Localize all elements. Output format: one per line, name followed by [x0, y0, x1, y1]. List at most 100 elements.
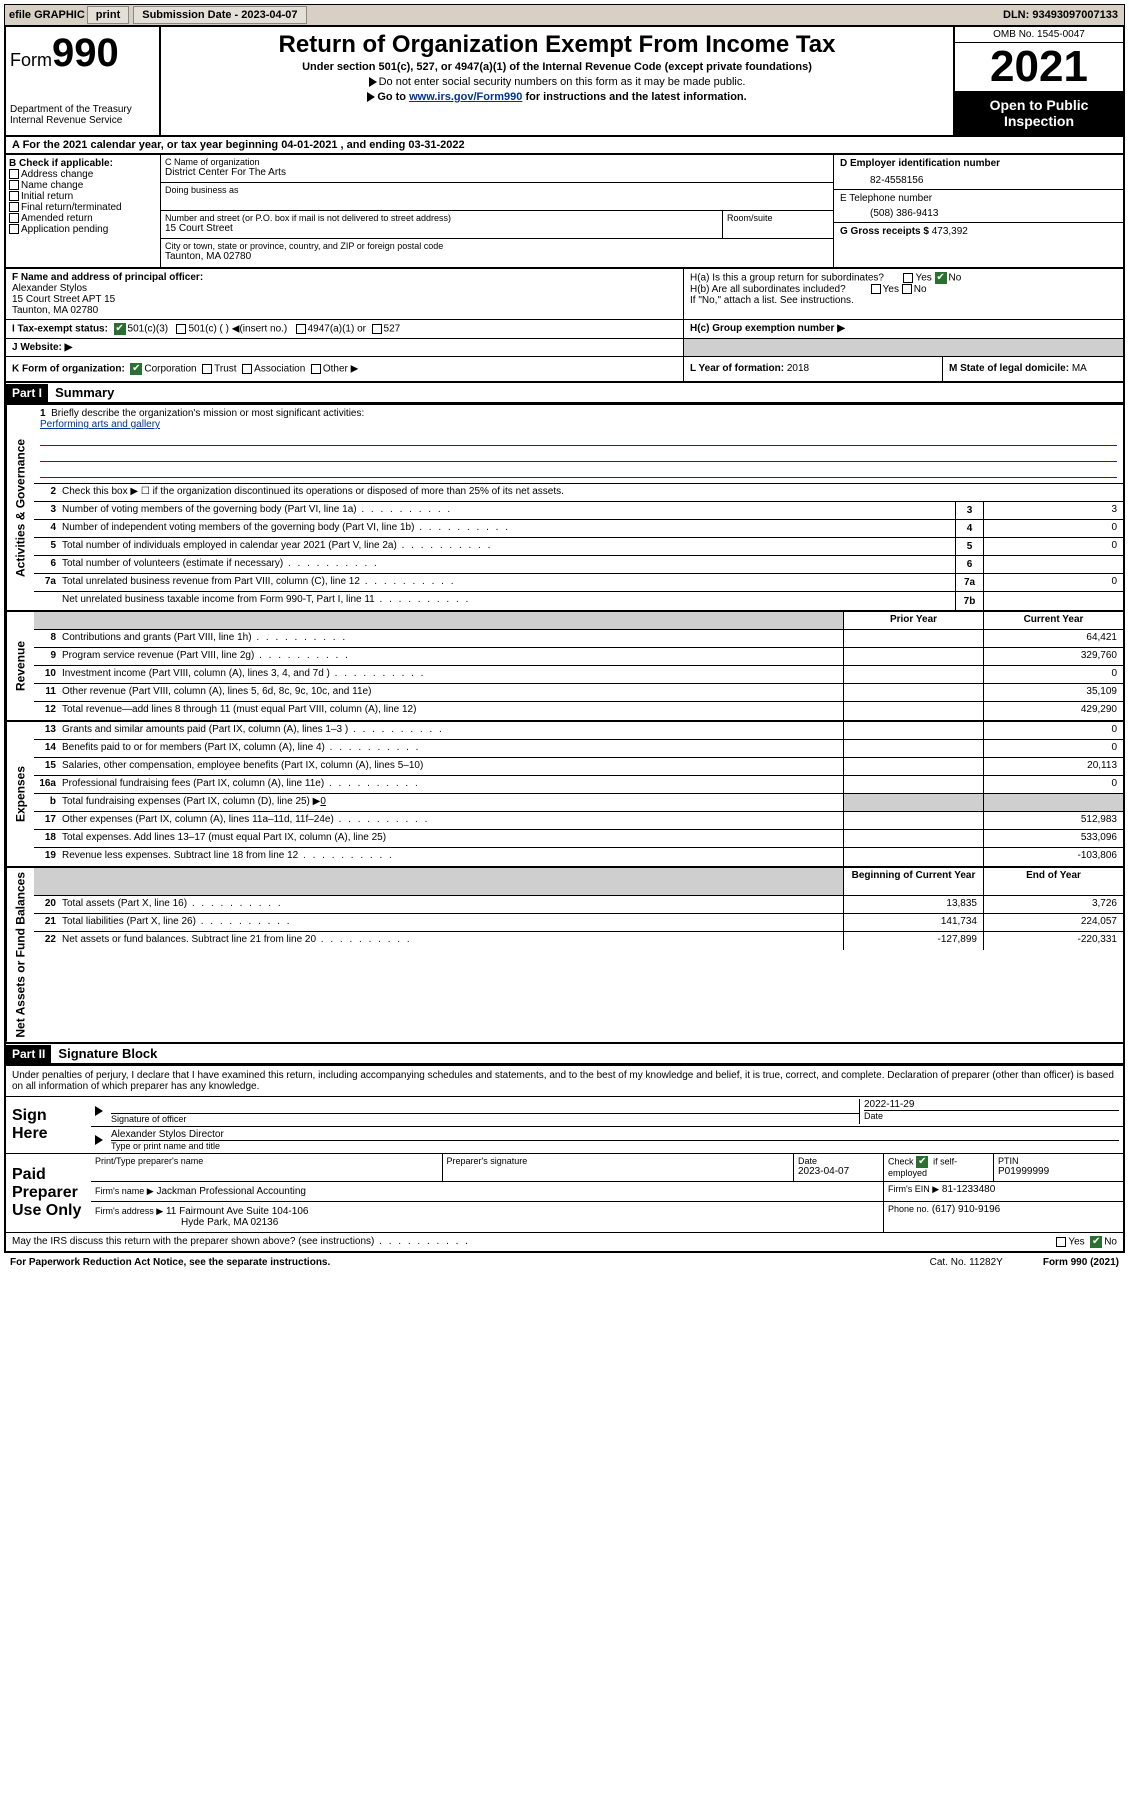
checkbox-icon[interactable] [372, 324, 382, 334]
open-inspection-badge: Open to Public Inspection [955, 91, 1123, 135]
paid-preparer-label: Paid Preparer Use Only [6, 1154, 91, 1232]
checkbox-icon[interactable] [9, 180, 19, 190]
tax-year: 2021 [955, 43, 1123, 91]
gross-receipts: 473,392 [932, 226, 968, 237]
part2-label: Part II [6, 1045, 51, 1063]
val-18: 533,096 [983, 830, 1123, 847]
row-i: I Tax-exempt status: ✔501(c)(3) 501(c) (… [4, 320, 1125, 339]
entity-block: B Check if applicable: Address change Na… [4, 155, 1125, 269]
triangle-icon [369, 77, 377, 87]
officer-print-name: Alexander Stylos Director [111, 1129, 1119, 1140]
val-10: 0 [983, 666, 1123, 683]
val-11: 35,109 [983, 684, 1123, 701]
street-address: 15 Court Street [165, 223, 718, 234]
revenue-section: Revenue Prior YearCurrent Year 8Contribu… [4, 612, 1125, 722]
val-7b [983, 592, 1123, 610]
note-ssn: Do not enter social security numbers on … [379, 76, 746, 88]
checkbox-checked-icon[interactable]: ✔ [130, 363, 142, 375]
checkbox-icon[interactable] [311, 364, 321, 374]
checkbox-icon[interactable] [242, 364, 252, 374]
val-15: 20,113 [983, 758, 1123, 775]
val-9: 329,760 [983, 648, 1123, 665]
section-deg: D Employer identification number82-45581… [833, 155, 1123, 267]
print-button[interactable]: print [87, 6, 129, 24]
header-center: Return of Organization Exempt From Incom… [161, 27, 953, 135]
val-3: 3 [983, 502, 1123, 519]
section-b: B Check if applicable: Address change Na… [6, 155, 161, 267]
vtab-revenue: Revenue [6, 612, 34, 720]
checkbox-icon[interactable] [871, 284, 881, 294]
irs-label: Internal Revenue Service [10, 115, 155, 126]
val-14: 0 [983, 740, 1123, 757]
checkbox-checked-icon[interactable]: ✔ [935, 272, 947, 284]
val-4: 0 [983, 520, 1123, 537]
ptin: P01999999 [998, 1166, 1119, 1177]
checkbox-icon[interactable] [902, 284, 912, 294]
sign-here-label: Sign Here [6, 1097, 91, 1153]
sec-b-label: B Check if applicable: [9, 158, 157, 169]
page-title: Return of Organization Exempt From Incom… [165, 31, 949, 59]
checkbox-icon[interactable] [9, 191, 19, 201]
firm-addr1: 11 Fairmount Ave Suite 104-106 [166, 1206, 309, 1217]
vtab-expenses: Expenses [6, 722, 34, 866]
p20: 13,835 [843, 896, 983, 913]
checkbox-icon[interactable] [176, 324, 186, 334]
instructions-link[interactable]: www.irs.gov/Form990 [409, 91, 522, 103]
gov-section: Activities & Governance 1 Briefly descri… [4, 405, 1125, 612]
val-19: -103,806 [983, 848, 1123, 866]
discuss-question: May the IRS discuss this return with the… [12, 1236, 470, 1248]
netassets-section: Net Assets or Fund Balances Beginning of… [4, 868, 1125, 1044]
vtab-netassets: Net Assets or Fund Balances [6, 868, 34, 1042]
prep-date: 2023-04-07 [798, 1166, 879, 1177]
efile-label: efile GRAPHIC [9, 9, 85, 21]
part1-title: Summary [51, 383, 118, 402]
form-header: Form990 Department of the Treasury Inter… [4, 26, 1125, 137]
firm-name: Jackman Professional Accounting [156, 1186, 306, 1197]
val-13: 0 [983, 722, 1123, 739]
checkbox-icon[interactable] [202, 364, 212, 374]
year-formation: 2018 [787, 363, 809, 374]
checkbox-checked-icon[interactable]: ✔ [114, 323, 126, 335]
dln-label: DLN: 93493097007133 [1003, 9, 1124, 21]
val-16a: 0 [983, 776, 1123, 793]
val-17: 512,983 [983, 812, 1123, 829]
checkbox-icon[interactable] [9, 202, 19, 212]
checkbox-icon[interactable] [296, 324, 306, 334]
checkbox-icon[interactable] [903, 273, 913, 283]
section-c: C Name of organizationDistrict Center Fo… [161, 155, 833, 267]
checkbox-icon[interactable] [9, 224, 19, 234]
domicile-state: MA [1072, 363, 1087, 374]
p22: -127,899 [843, 932, 983, 950]
row-fh: F Name and address of principal officer:… [4, 269, 1125, 320]
val-20: 3,726 [983, 896, 1123, 913]
form-word: Form [10, 50, 52, 70]
p21: 141,734 [843, 914, 983, 931]
part1-label: Part I [6, 384, 48, 402]
triangle-icon [95, 1135, 103, 1145]
catalog-number: Cat. No. 11282Y [930, 1257, 1003, 1268]
submission-date-button[interactable]: Submission Date - 2023-04-07 [133, 6, 306, 24]
triangle-icon [367, 92, 375, 102]
header-right: OMB No. 1545-0047 2021 Open to Public In… [953, 27, 1123, 135]
city-state-zip: Taunton, MA 02780 [165, 251, 829, 262]
val-6 [983, 556, 1123, 573]
checkbox-icon[interactable] [9, 169, 19, 179]
row-k: K Form of organization: ✔Corporation Tru… [4, 357, 1125, 383]
checkbox-icon[interactable] [1056, 1237, 1066, 1247]
omb-number: OMB No. 1545-0047 [955, 27, 1123, 43]
firm-ein: 81-1233480 [942, 1184, 995, 1195]
part2-title: Signature Block [54, 1044, 161, 1063]
row-j: J Website: ▶ [4, 339, 1125, 357]
org-name: District Center For The Arts [165, 167, 829, 178]
sign-date: 2022-11-29 [864, 1099, 1119, 1110]
val-12: 429,290 [983, 702, 1123, 720]
part2-header-row: Part II Signature Block [4, 1044, 1125, 1066]
checkbox-checked-icon[interactable]: ✔ [916, 1156, 928, 1168]
val-16b: 0 [320, 796, 326, 807]
part1-header-row: Part I Summary [4, 383, 1125, 405]
val-21: 224,057 [983, 914, 1123, 931]
val-22: -220,331 [983, 932, 1123, 950]
form-number: 990 [52, 31, 119, 75]
checkbox-checked-icon[interactable]: ✔ [1090, 1236, 1102, 1248]
checkbox-icon[interactable] [9, 213, 19, 223]
